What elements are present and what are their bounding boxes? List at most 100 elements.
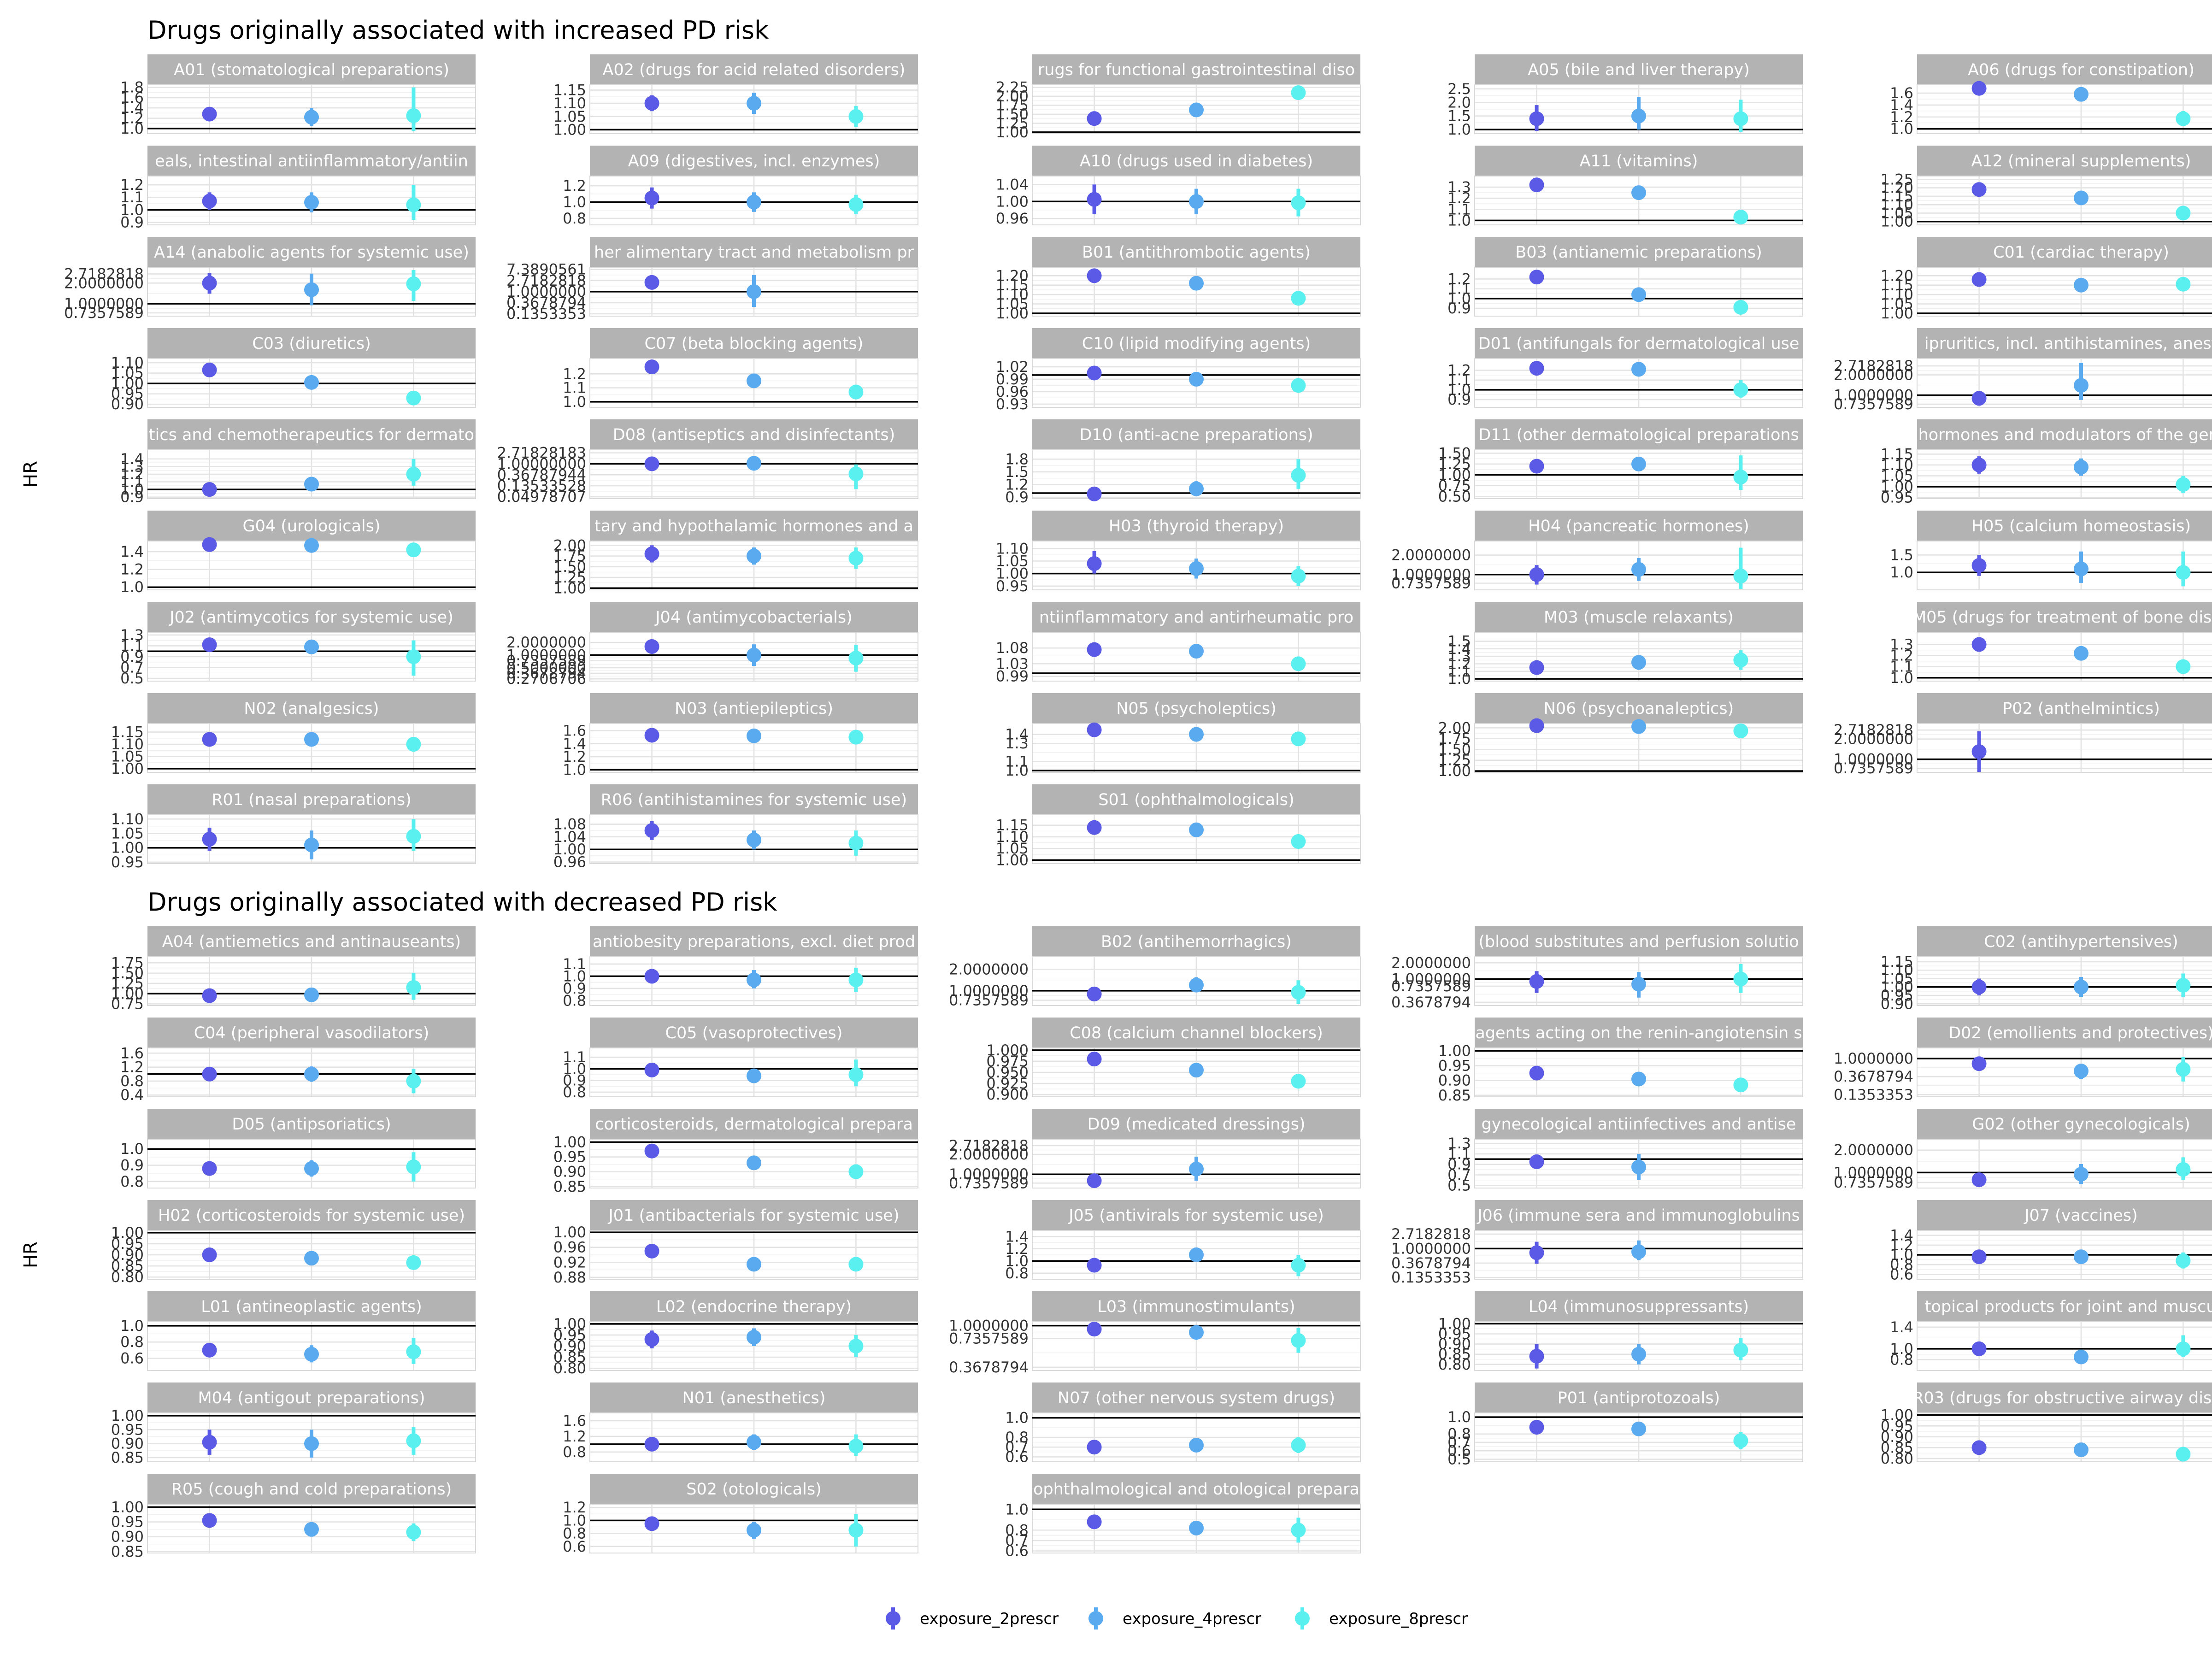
facet-panel: C03 (diuretics) 0.900.951.001.051.10 [111,328,476,413]
point-exposure_8prescr [1291,85,1306,100]
y-tick-label: 1.1 [563,1048,586,1066]
point-exposure_2prescr [1087,111,1102,126]
panel-border [589,176,918,225]
y-tick-label: 0.96 [996,210,1029,227]
y-tick-label: 1.00 [1438,1042,1471,1059]
facet-strip [590,237,918,267]
point-exposure_8prescr [1291,834,1306,849]
facet-strip [147,693,476,724]
point-exposure_2prescr [1529,177,1544,193]
y-tick-label: 1.0 [1447,1408,1471,1426]
facet-label: N06 (psychoanaleptics) [1544,700,1734,718]
facet-strip [147,146,476,176]
facet-strip [1475,54,1803,85]
y-tick-label: 0.7357589 [1391,977,1471,995]
y-tick-label: 1.00 [996,193,1029,210]
y-tick-label: 0.9 [563,1072,586,1089]
y-tick-label: 0.85 [1881,1439,1913,1456]
panel-border [589,1504,918,1553]
point-exposure_2prescr [644,823,659,838]
y-tick-label: 1.00 [553,1224,586,1241]
y-tick-label: 1.0 [563,1060,586,1077]
point-exposure_2prescr [1087,820,1102,835]
y-tick-label: 1.00 [553,1133,586,1151]
facet-panel: A06 (drugs for constipation) 1.01.21.41.6 [1890,54,2212,138]
point-exposure_4prescr [747,1257,761,1272]
facet-panel: J01 (antibacterials for systemic use) 0.8… [553,1200,918,1286]
section-2: Drugs originally associated with decreas… [20,888,2212,1560]
point-exposure_8prescr [2176,206,2191,221]
panel-border [589,632,918,682]
facet-label: S01 (ophthalmologicals) [1098,791,1294,809]
facet-strip [1917,926,2212,957]
facet-strip [590,54,918,85]
panel-border [1917,632,2212,682]
point-exposure_2prescr [1971,272,1987,287]
point-exposure_4prescr [747,373,761,388]
y-tick-label: 0.8 [120,1333,144,1351]
y-tick-label: 1.2 [120,561,144,578]
facet-strip [590,1200,918,1230]
point-exposure_2prescr [202,732,217,747]
facet-panel: rugs for functional gastrointestinal dis… [996,54,1361,141]
point-exposure_4prescr [304,538,319,553]
point-exposure_4prescr [2074,87,2088,102]
panel-border [1474,176,1803,225]
point-exposure_4prescr [304,732,319,747]
panel-border [589,723,918,773]
point-exposure_2prescr [1087,1440,1102,1455]
y-tick-label: 0.85 [111,1257,144,1275]
point-exposure_8prescr [1291,985,1306,1000]
facet-label: D05 (antipsoriatics) [232,1115,391,1134]
facet-panel: N02 (analgesics) 1.001.051.101.15 [111,693,476,777]
y-tick-label: 1.1 [563,379,586,397]
y-tick-label: 0.8 [1005,1521,1029,1539]
y-tick-label: 1.75 [111,954,144,971]
facet-strip [1917,1200,2212,1230]
y-tick-label: 2.7182818 [64,265,144,282]
panel-border [1474,84,1803,134]
y-tick-label: 1.2 [563,1499,586,1516]
y-tick-label: 1.6 [563,1412,586,1430]
panel-border [589,956,918,1006]
point-exposure_4prescr [747,1435,761,1450]
point-exposure_2prescr [202,482,217,497]
y-tick-label: 1.25 [1881,171,1913,188]
y-tick-label: 0.7357589 [1834,759,1913,777]
y-tick-label: 1.6 [120,89,144,106]
y-tick-label: 0.5 [1447,1451,1471,1468]
facet-panel: A12 (mineral supplements) 1.001.051.101.1… [1881,146,2212,230]
y-tick-label: 0.2706706 [506,670,586,688]
facet-strip [1032,511,1360,541]
point-exposure_2prescr [202,537,217,552]
y-tick-label: 2.0000000 [1834,1141,1913,1159]
point-exposure_2prescr [1087,268,1102,283]
y-tick-label: 1.20 [996,267,1029,284]
point-exposure_2prescr [202,1066,217,1082]
y-tick-label: 1.1 [1447,663,1471,680]
y-tick-label: 1.0000000 [1834,1164,1913,1181]
facet-panel: antiobesity preparations, excl. diet pro… [563,926,918,1009]
point-exposure_2prescr [1971,1056,1987,1071]
y-tick-label: 2.0000000 [1834,730,1913,748]
y-tick-label: 0.80 [1438,1356,1471,1373]
point-exposure_2prescr [1529,1154,1544,1170]
panel-border [589,1230,918,1280]
point-exposure_2prescr [202,1161,217,1176]
point-exposure_4prescr [304,195,319,210]
panel-border [147,267,476,317]
facet-panel: her alimentary tract and metabolism pr 0.… [506,237,918,323]
y-tick-label: 0.8 [1005,1429,1029,1446]
y-tick-label: 1.2 [563,365,586,382]
point-exposure_8prescr [2176,1162,2191,1177]
panel-border [589,358,918,408]
facet-label: A02 (drugs for acid related disorders) [603,61,906,79]
y-tick-label: 0.6 [1005,1542,1029,1559]
y-tick-label: 1.0 [563,393,586,411]
y-tick-label: 0.75 [1438,477,1471,494]
y-tick-label: 1.10 [111,735,144,753]
facet-panel: C04 (peripheral vasodilators) 0.40.81.21.… [120,1018,476,1104]
facet-panel: J06 (immune sera and immunoglobulins 0.13… [1391,1200,1803,1286]
facet-label: D02 (emollients and protectives) [1948,1024,2212,1042]
point-exposure_2prescr [1087,486,1102,501]
